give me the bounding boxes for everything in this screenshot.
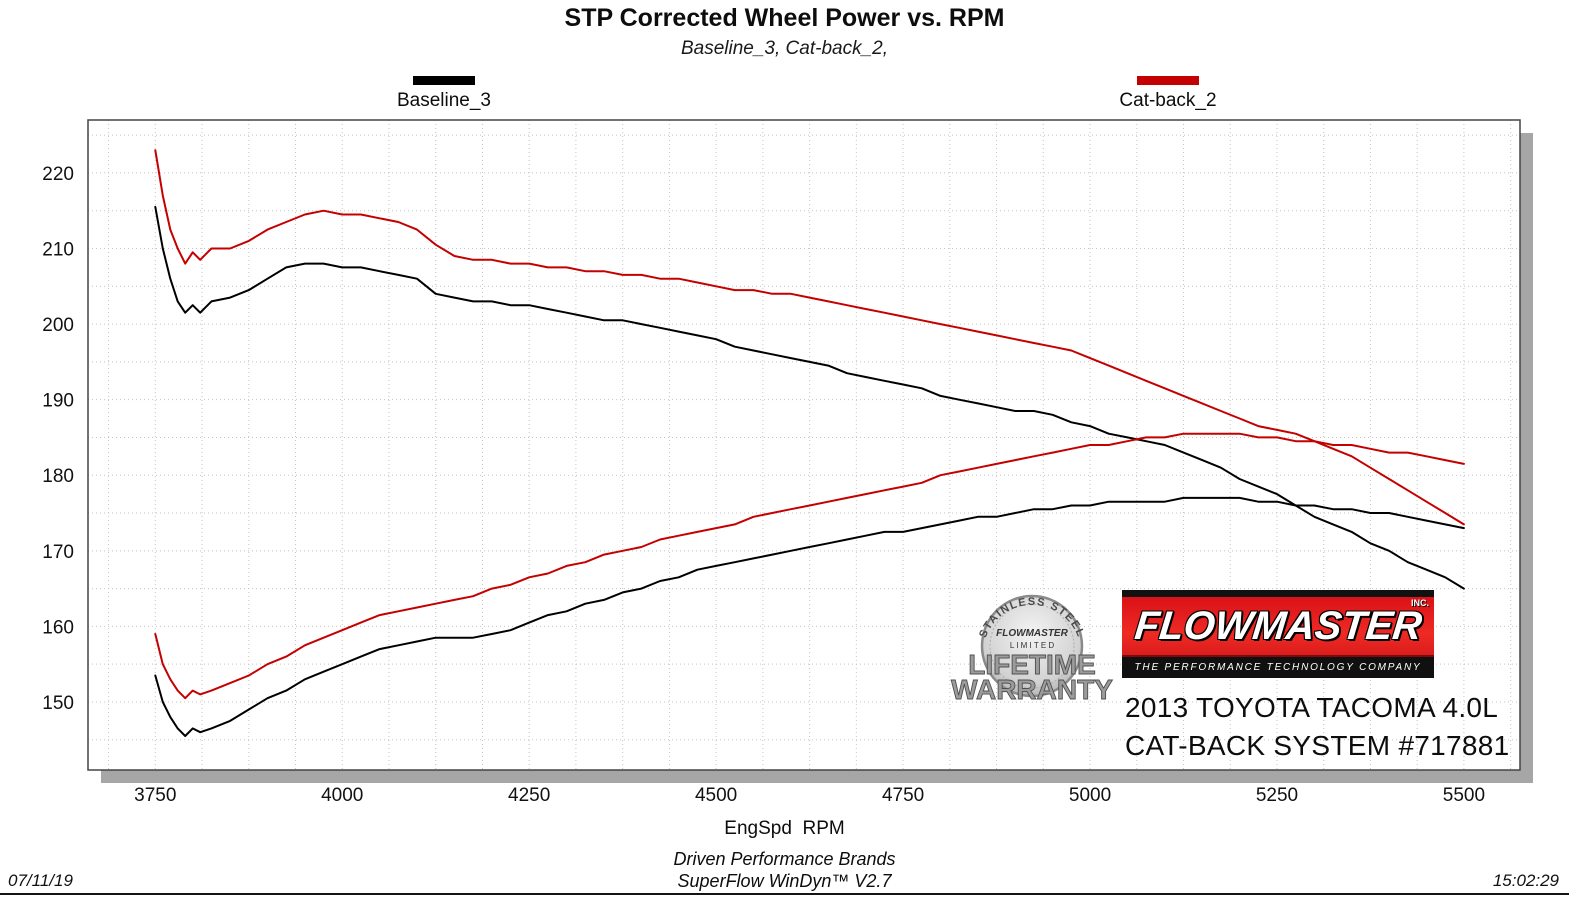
flowmaster-logo-field: FLOWMASTER INC. <box>1122 597 1434 655</box>
x-tick-label: 4250 <box>508 785 550 806</box>
x-tick-label: 3750 <box>134 785 176 806</box>
warranty-badge: STAINLESS STEEL FLOWMASTER L I M I T E D… <box>951 594 1114 705</box>
footer-date: 07/11/19 <box>8 871 73 890</box>
curve-cat-back_2-lower <box>154 432 1465 700</box>
y-tick-label: 200 <box>42 315 74 336</box>
x-axis-label: EngSpd RPM <box>724 818 845 839</box>
legend-swatch-baseline <box>413 76 475 85</box>
flowmaster-logo-inc: INC. <box>1411 598 1429 608</box>
dyno-plot: 3750 4000 4250 4500 4750 5000 5250 5500 150 160 17… <box>42 119 1533 806</box>
y-tick-label: 180 <box>42 466 74 487</box>
page-subtitle: Baseline_3, Cat-back_2, <box>680 38 888 59</box>
x-tick-label: 4500 <box>695 785 737 806</box>
footer-software-line: SuperFlow WinDyn™ V2.7 <box>677 871 892 891</box>
badge-limited-text: L I M I T E D <box>1010 641 1055 650</box>
bottom-rule <box>0 893 1569 895</box>
y-tick-label: 210 <box>42 239 74 260</box>
flowmaster-logo: FLOWMASTER INC. THE PERFORMANCE TECHNOLO… <box>1122 590 1434 678</box>
vehicle-line-2: CAT-BACK SYSTEM #717881 <box>1125 730 1510 761</box>
curve-baseline_3-upper <box>154 205 1465 590</box>
badge-warranty-text: WARRANTY <box>951 674 1113 705</box>
y-tick-label: 170 <box>42 542 74 563</box>
legend-label-catback: Cat-back_2 <box>1119 90 1217 111</box>
y-tick-label: 220 <box>42 164 74 185</box>
x-tick-label: 5250 <box>1256 785 1298 806</box>
badge-brand-text: FLOWMASTER <box>996 628 1068 639</box>
badge-lifetime-text: LIFETIME <box>968 649 1096 680</box>
footer-time: 15:02:29 <box>1492 871 1559 890</box>
x-tick-label: 5500 <box>1443 785 1485 806</box>
legend-item-catback: Cat-back_2 <box>1103 76 1233 112</box>
legend-item-baseline: Baseline_3 <box>379 76 509 112</box>
flowmaster-logo-tagline: THE PERFORMANCE TECHNOLOGY COMPANY <box>1122 655 1434 678</box>
x-tick-label: 4750 <box>882 785 924 806</box>
flowmaster-logo-wordmark: FLOWMASTER <box>1132 604 1424 648</box>
x-tick-label: 5000 <box>1069 785 1111 806</box>
y-tick-label: 160 <box>42 617 74 638</box>
badge-circle <box>980 594 1084 698</box>
x-tick-label: 4000 <box>321 785 363 806</box>
curve-cat-back_2-upper <box>154 149 1465 526</box>
badge-inner-ring <box>989 603 1075 689</box>
vehicle-line-1: 2013 TOYOTA TACOMA 4.0L <box>1125 692 1499 723</box>
curve-baseline_3-lower <box>154 496 1465 737</box>
legend-label-baseline: Baseline_3 <box>396 90 492 111</box>
legend-swatch-catback <box>1137 76 1199 85</box>
page-title: STP Corrected Wheel Power vs. RPM <box>564 4 1005 32</box>
footer-brand-line: Driven Performance Brands <box>673 849 896 869</box>
y-tick-label: 190 <box>42 391 74 412</box>
y-tick-label: 150 <box>42 693 74 714</box>
